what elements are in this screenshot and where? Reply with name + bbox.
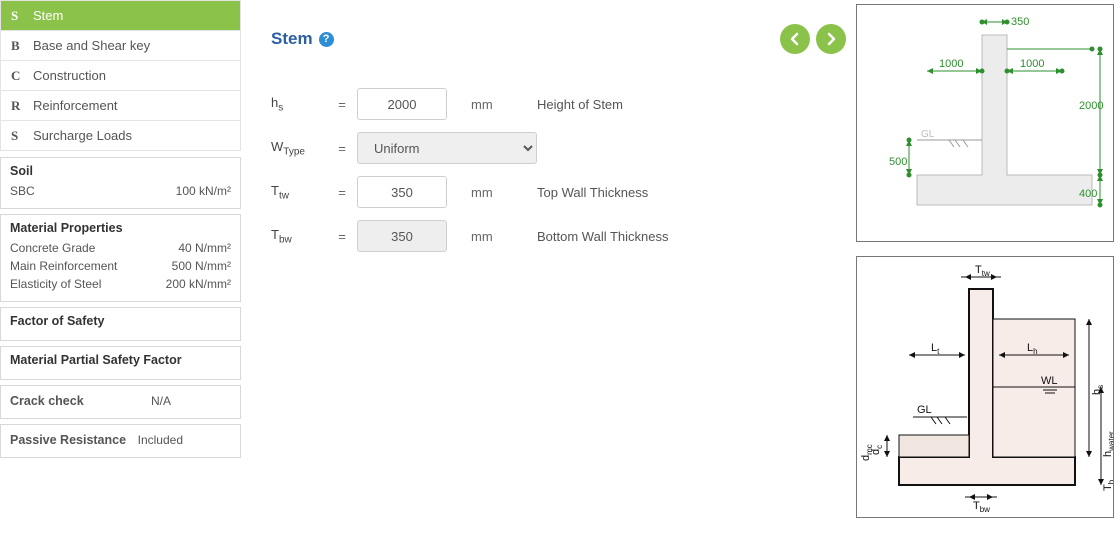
svg-text:Ttw: Ttw [975, 264, 990, 278]
diagram-symbolic: Ttw Lt Lh GL [856, 256, 1114, 518]
panel-psf[interactable]: Material Partial Safety Factor [0, 346, 241, 380]
prop-sbc: SBC 100 kN/m² [10, 182, 231, 200]
input-hs[interactable] [357, 88, 447, 120]
svg-text:1000: 1000 [1020, 58, 1044, 70]
select-wtype[interactable]: Uniform [357, 132, 537, 164]
panel-fos[interactable]: Factor of Safety [0, 307, 241, 341]
svg-text:Tbw: Tbw [973, 500, 990, 514]
nav-item-stem[interactable]: S Stem [1, 0, 240, 30]
row-wtype: WType = Uniform [271, 126, 846, 170]
panel-crack[interactable]: Crack check N/A [0, 385, 241, 419]
nav-item-construction[interactable]: C Construction [1, 60, 240, 90]
svg-text:400: 400 [1079, 188, 1097, 200]
prev-button[interactable] [780, 24, 810, 54]
sidebar: S Stem B Base and Shear key C Constructi… [0, 0, 241, 544]
row-ttw: Ttw = mm Top Wall Thickness [271, 170, 846, 214]
row-hs: hs = mm Height of Stem [271, 82, 846, 126]
svg-text:2000: 2000 [1079, 100, 1103, 112]
prop-elasticity: Elasticity of Steel 200 kN/mm² [10, 275, 231, 293]
svg-text:500: 500 [889, 156, 907, 168]
panel-passive[interactable]: Passive Resistance Included [0, 424, 241, 458]
svg-text:350: 350 [1011, 16, 1029, 28]
sym-ttw: Ttw [271, 183, 327, 202]
panel-material: Material Properties Concrete Grade 40 N/… [0, 214, 241, 302]
sym-hs: hs [271, 95, 327, 114]
arrow-left-icon [787, 31, 803, 47]
diagram-elevation: GL 350 1000 [856, 4, 1114, 242]
svg-text:GL: GL [917, 404, 932, 416]
arrow-right-icon [823, 31, 839, 47]
form-title: Stem ? [271, 29, 334, 49]
svg-text:hs: hs [1091, 385, 1105, 395]
input-ttw[interactable] [357, 176, 447, 208]
nav-item-surcharge[interactable]: S Surcharge Loads [1, 120, 240, 150]
svg-text:Tb: Tb [1102, 479, 1113, 491]
help-icon[interactable]: ? [319, 32, 334, 47]
sym-wtype: WType [271, 139, 327, 158]
prop-concrete: Concrete Grade 40 N/mm² [10, 239, 231, 257]
nav-list: S Stem B Base and Shear key C Constructi… [0, 0, 241, 151]
svg-text:WL: WL [1041, 375, 1058, 387]
nav-item-reinforcement[interactable]: R Reinforcement [1, 90, 240, 120]
svg-text:dmc: dmc [860, 444, 874, 461]
nav-item-base[interactable]: B Base and Shear key [1, 30, 240, 60]
prop-reinforcement: Main Reinforcement 500 N/mm² [10, 257, 231, 275]
svg-text:1000: 1000 [939, 58, 963, 70]
svg-text:GL: GL [921, 129, 935, 140]
next-button[interactable] [816, 24, 846, 54]
svg-text:hwater: hwater [1102, 431, 1113, 457]
form-area: Stem ? hs = mm Height of Stem WType = [241, 0, 856, 544]
diagram-panel: GL 350 1000 [856, 0, 1120, 544]
svg-text:Lt: Lt [931, 342, 940, 356]
row-tbw: Tbw = mm Bottom Wall Thickness [271, 214, 846, 258]
panel-soil: Soil SBC 100 kN/m² [0, 157, 241, 209]
sym-tbw: Tbw [271, 227, 327, 246]
input-tbw [357, 220, 447, 252]
